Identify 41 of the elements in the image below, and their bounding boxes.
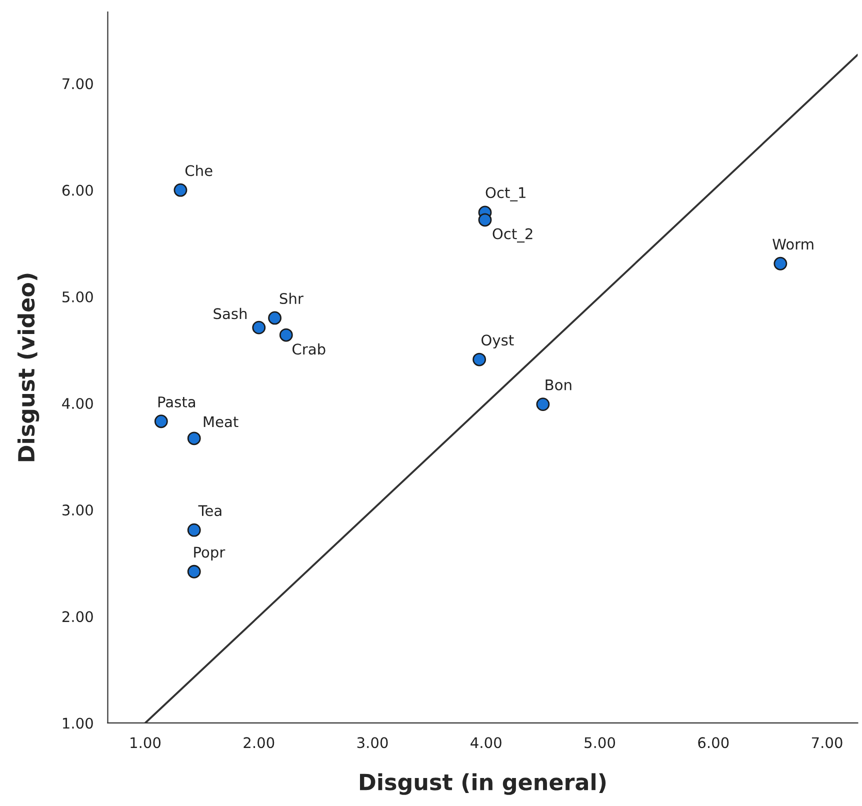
y-tick-label: 6.00: [62, 184, 93, 196]
annotation: Bon: [546, 380, 572, 390]
x-tick-label: 5.00: [584, 737, 616, 748]
x-tick-label: 6.00: [698, 737, 729, 748]
point: [252, 320, 266, 334]
x-tick-label: 1.00: [130, 737, 161, 748]
annotation: Che: [185, 164, 212, 176]
annotation: Sash: [214, 308, 247, 320]
y-tick-label: 3.00: [62, 504, 93, 516]
y-tick-label: 2.00: [62, 611, 93, 622]
point: [472, 352, 486, 366]
y-tick-label: 4.00: [62, 398, 93, 409]
x-axis-title: Disgust (in general): [360, 773, 606, 795]
point: [187, 432, 201, 446]
point: [174, 183, 188, 197]
annotation: Shr: [280, 292, 304, 304]
annotation: Oct_2: [492, 228, 532, 243]
point: [268, 311, 282, 325]
point: [187, 564, 201, 578]
y-axis-title: Disgust (video): [17, 274, 40, 462]
annotation: Popr: [194, 546, 226, 561]
annotation: Meat: [204, 416, 238, 428]
x-tick-label: 7.00: [812, 737, 842, 748]
annotation: Oct_1: [486, 187, 526, 202]
annotation: Pasta: [158, 396, 195, 408]
y-tick-label: 7.00: [62, 78, 93, 90]
annotation: Worm: [772, 238, 814, 250]
annotation: Crab: [292, 343, 326, 355]
x-tick-label: 2.00: [244, 737, 274, 748]
x-tick-label: 4.00: [470, 737, 502, 748]
annotation: Tea: [198, 505, 222, 516]
x-tick-label: 3.00: [357, 737, 388, 748]
annotation: Oyst: [482, 334, 514, 348]
point: [774, 256, 788, 270]
point: [187, 523, 201, 537]
point: [478, 213, 492, 227]
y-tick-label: 1.00: [62, 718, 93, 729]
y-tick-label: 5.00: [62, 291, 93, 302]
point: [279, 328, 293, 342]
point: [154, 414, 168, 428]
point: [536, 398, 550, 412]
